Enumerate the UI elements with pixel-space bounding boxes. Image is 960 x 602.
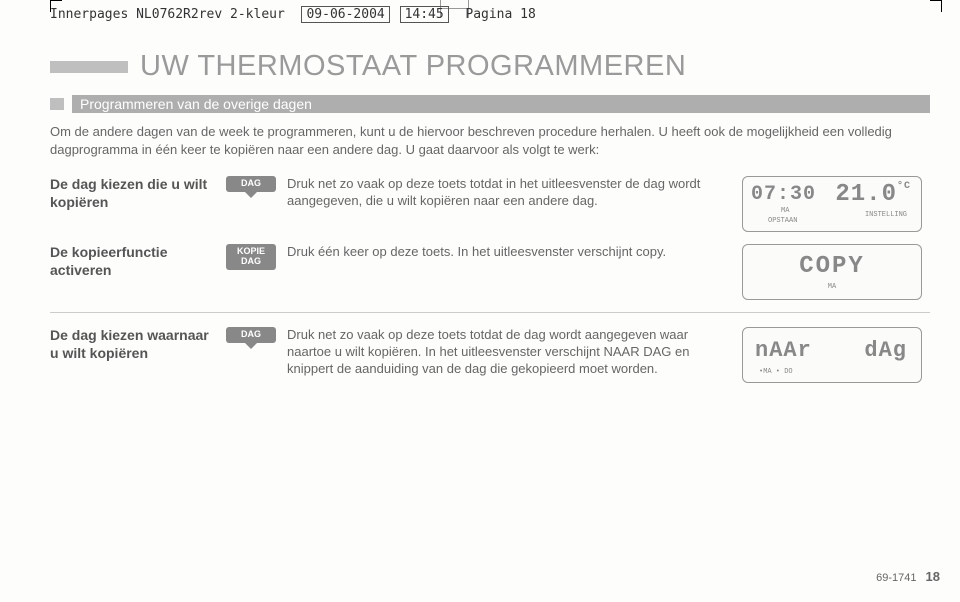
page-info: Pagina 18 [465,7,535,22]
subtitle-accent [50,98,64,110]
step-desc: Druk net zo vaak op deze toets totdat in… [287,176,742,210]
step-label: De dag kiezen die u wilt kopiëren [50,176,215,211]
divider [50,312,930,313]
subtitle: Programmeren van de overige dagen [72,95,930,113]
step-row: De dag kiezen waarnaar u wilt kopiëren D… [50,327,930,383]
step-label: De dag kiezen waarnaar u wilt kopiëren [50,327,215,362]
dag-button: DAG [226,327,276,343]
intro-text: Om de andere dagen van de week te progra… [50,123,930,158]
lcd-display-2: COPY MA [742,244,922,300]
lcd-display-3: nAAr dAg •MA • DO [742,327,922,383]
step-desc: Druk één keer op deze toets. In het uitl… [287,244,742,261]
step-label: De kopieerfunctie activeren [50,244,215,279]
file-name: Innerpages NL0762R2rev 2-kleur [50,7,285,22]
lcd-display-1: 07:30 21.0°C MA OPSTAAN INSTELLING [742,176,922,232]
step-desc: Druk net zo vaak op deze toets totdat de… [287,327,742,378]
file-time: 14:45 [400,6,449,23]
doc-code: 69-1741 [876,572,916,584]
page-number: 18 [926,569,940,584]
dag-button: DAG [226,176,276,192]
footer: 69-1741 18 [876,569,940,584]
step-row: De kopieerfunctie activeren KOPIE DAG Dr… [50,244,930,300]
print-header: Innerpages NL0762R2rev 2-kleur 09-06-200… [50,6,536,23]
page-title: UW THERMOSTAAT PROGRAMMEREN [140,50,686,83]
kopie-dag-button: KOPIE DAG [226,244,276,270]
title-accent-bar [50,61,128,73]
file-date: 09-06-2004 [301,6,389,23]
step-row: De dag kiezen die u wilt kopiëren DAG Dr… [50,176,930,232]
